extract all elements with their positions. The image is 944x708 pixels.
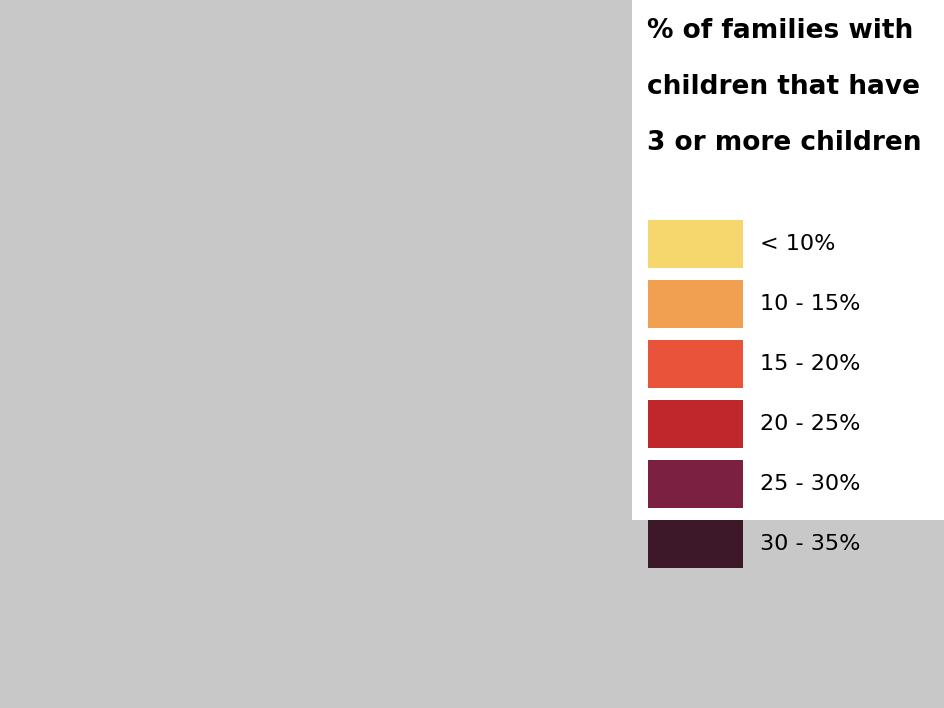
Bar <box>648 340 743 388</box>
Text: 15 - 20%: 15 - 20% <box>760 354 860 374</box>
Text: 20 - 25%: 20 - 25% <box>760 414 860 434</box>
Text: 30 - 35%: 30 - 35% <box>760 534 860 554</box>
Text: children that have: children that have <box>647 74 920 100</box>
Bar <box>648 280 743 328</box>
Bar <box>648 520 743 568</box>
Text: % of families with: % of families with <box>647 18 913 44</box>
Bar <box>648 400 743 448</box>
Text: 25 - 30%: 25 - 30% <box>760 474 860 494</box>
Text: 3 or more children: 3 or more children <box>647 130 921 156</box>
Text: < 10%: < 10% <box>760 234 835 254</box>
Bar <box>648 460 743 508</box>
Bar <box>632 0 944 520</box>
Text: 10 - 15%: 10 - 15% <box>760 294 860 314</box>
Bar <box>648 220 743 268</box>
